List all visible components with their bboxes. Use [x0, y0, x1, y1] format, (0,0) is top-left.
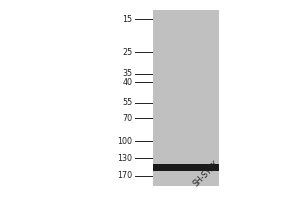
Text: 100: 100	[118, 137, 133, 146]
Text: 70: 70	[122, 114, 133, 123]
Text: SH-SY5Y: SH-SY5Y	[192, 159, 221, 188]
Text: 130: 130	[118, 154, 133, 163]
Text: 25: 25	[122, 48, 133, 57]
Text: 170: 170	[118, 171, 133, 180]
Text: 55: 55	[122, 98, 133, 107]
Text: 35: 35	[122, 69, 133, 78]
Text: 15: 15	[122, 15, 133, 24]
Text: 40: 40	[123, 78, 133, 87]
